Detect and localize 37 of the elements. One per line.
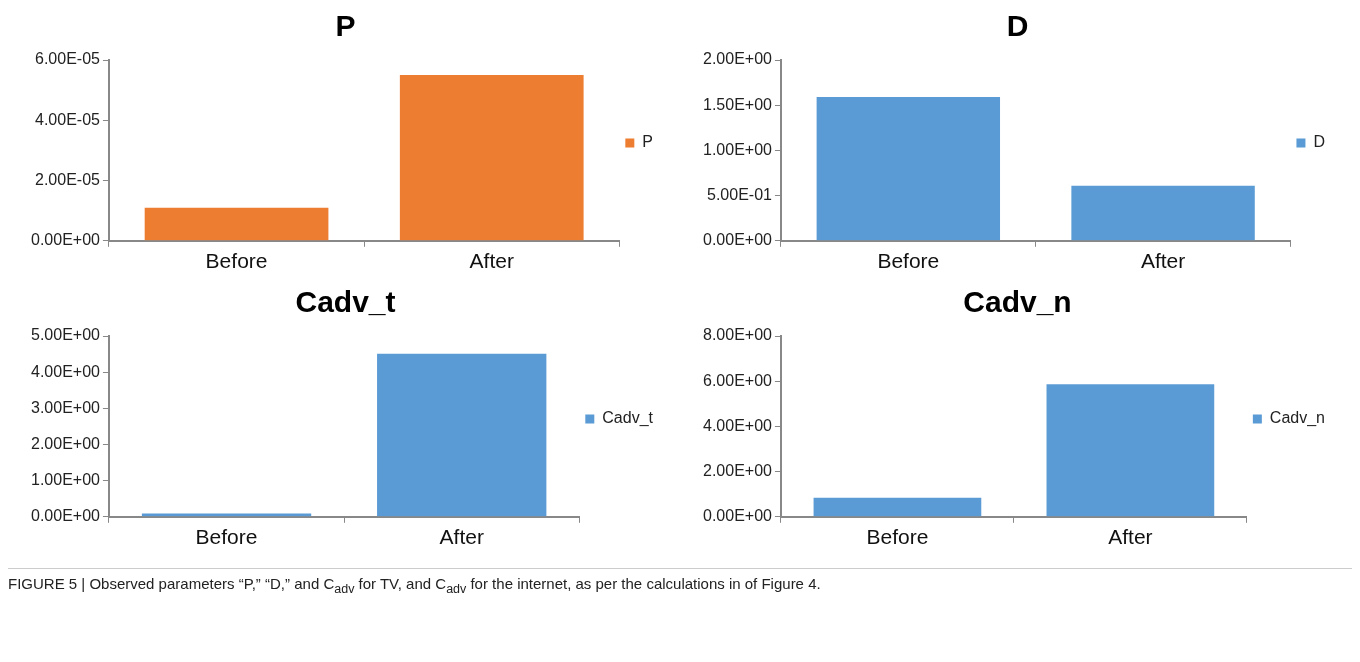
y-tick-label: 5.00E+00: [31, 326, 101, 344]
y-tick-label: 6.00E-05: [35, 50, 101, 68]
y-tick-label: 1.00E+00: [31, 471, 101, 489]
y-tick-label: 2.00E-05: [35, 170, 101, 188]
y-tick-label: 2.00E+00: [703, 462, 773, 480]
x-tick-label: After: [1140, 249, 1186, 273]
x-tick-label: Before: [877, 249, 940, 273]
y-tick-label: 0.00E+00: [703, 507, 773, 525]
y-tick-label: 4.00E+00: [31, 362, 101, 380]
chart-title: D: [1006, 9, 1029, 43]
y-tick-label: 6.00E+00: [703, 371, 773, 389]
y-tick-label: 4.00E+00: [703, 416, 773, 434]
y-tick-label: 1.50E+00: [703, 95, 773, 113]
x-tick-label: Before: [195, 525, 258, 549]
caption: FIGURE 5 | Observed parameters “P,” “D,” and C$_{adv}$ for TV, and C$_{adv}$ for the internet, as per the calculations in of Figure 4.: [8, 568, 1352, 596]
y-tick-label: 1.00E+00: [703, 140, 773, 158]
x-tick-label: After: [1108, 525, 1153, 549]
legend-label: P: [642, 133, 653, 151]
x-tick-label: After: [469, 249, 514, 273]
y-tick-label: 2.00E+00: [31, 434, 101, 452]
legend-label: Cadv_n: [1269, 409, 1326, 428]
y-tick-label: 4.00E-05: [35, 110, 101, 128]
x-tick-label: Before: [205, 249, 268, 273]
y-tick-label: 8.00E+00: [703, 326, 773, 344]
y-tick-label: 3.00E+00: [31, 398, 101, 416]
x-tick-label: Before: [866, 525, 929, 549]
y-tick-label: 2.00E+00: [703, 50, 773, 68]
y-tick-label: 0.00E+00: [31, 231, 101, 249]
legend-label: Cadv_t: [602, 409, 654, 428]
chart-title: P: [335, 9, 356, 43]
y-tick-label: 0.00E+00: [703, 231, 773, 249]
legend-label: D: [1313, 133, 1326, 151]
x-tick-label: After: [439, 525, 484, 549]
chart-title: Cadv_t: [295, 285, 396, 319]
chart-title: Cadv_n: [963, 285, 1072, 319]
y-tick-label: 0.00E+00: [31, 507, 101, 525]
y-tick-label: 5.00E-01: [707, 186, 773, 204]
